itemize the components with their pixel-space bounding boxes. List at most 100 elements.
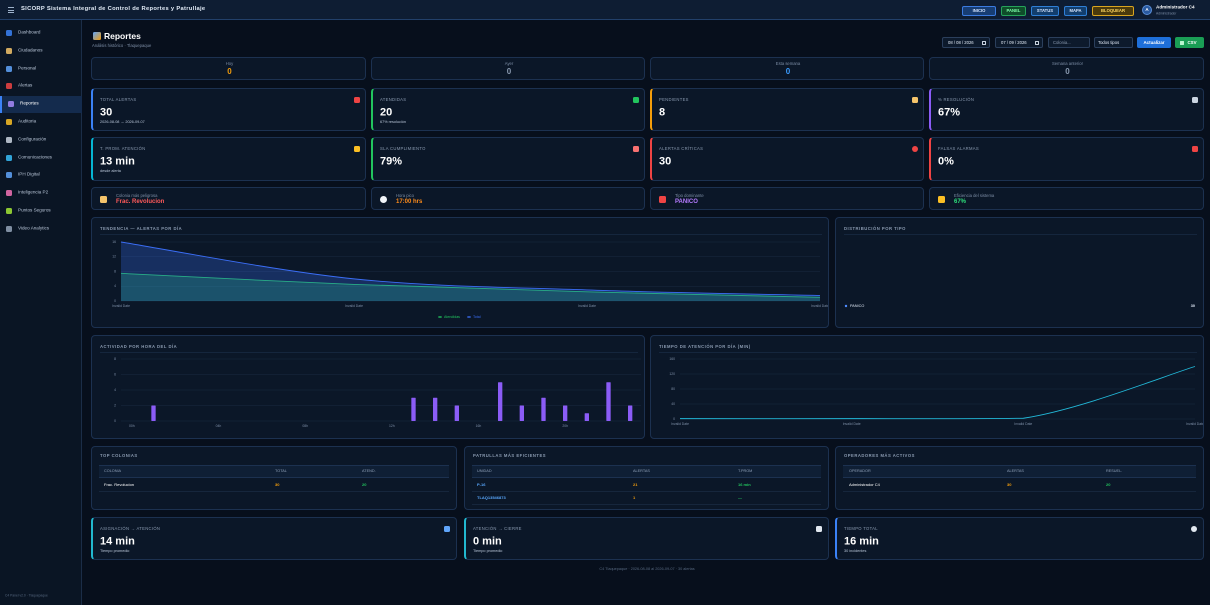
chart-canvas: 0 40 80 120 160 Invalid Date Invalid Date Inval… xyxy=(669,357,1203,426)
sidebar-label[interactable]: Configuración xyxy=(18,136,47,142)
table-cell: 1 xyxy=(633,495,636,500)
period-card: Semana anterior 0 xyxy=(929,57,1204,80)
kpi-card: ALERTAS CRÍTICAS 30 xyxy=(650,137,924,181)
nav-button[interactable]: MAPA xyxy=(1064,6,1087,16)
sidebar-item[interactable]: Configuración xyxy=(0,131,82,148)
nav-button[interactable]: INICIO xyxy=(962,6,996,16)
date-from-input[interactable]: 08 / 08 / 2026 xyxy=(942,37,990,48)
nav-button-label[interactable]: STATUS xyxy=(1036,8,1054,14)
table-row-rule xyxy=(843,491,1196,492)
sidebar-item[interactable]: Comunicaciones xyxy=(0,149,82,166)
sidebar-label[interactable]: Video Analytics xyxy=(18,225,50,231)
x-tick-label: 20h xyxy=(562,424,568,428)
sidebar-label[interactable]: Personal xyxy=(18,65,37,71)
kpi-icon xyxy=(912,97,918,103)
kpi-icon xyxy=(354,97,360,103)
nav-button-label[interactable]: PANEL xyxy=(1006,8,1021,14)
legend-value: 30 xyxy=(1191,304,1195,308)
table-card: TOP COLONIAS COLONIA TOTAL ATEND. Frac. Revo… xyxy=(91,446,457,510)
sidebar-item[interactable]: Auditoria xyxy=(0,114,82,131)
y-tick-label: 80 xyxy=(671,387,675,391)
kpi-icon xyxy=(1192,97,1198,103)
y-tick-label: 160 xyxy=(669,357,675,361)
colonia-input[interactable]: Colonia... xyxy=(1048,37,1090,48)
sidebar-item[interactable]: IPH Digital xyxy=(0,167,82,184)
app-title: SICORP Sistema Integral de Control de Re… xyxy=(21,6,206,13)
sidebar-item[interactable]: Video Analytics xyxy=(0,220,82,237)
legend-dot xyxy=(439,316,441,318)
chart-card: TENDENCIA — ALERTAS POR DÍA 0 4 8 12 16 Invali… xyxy=(91,217,829,328)
sidebar-item[interactable]: Dashboard xyxy=(0,25,82,42)
page-title-icon xyxy=(93,32,101,40)
period-value: 0 xyxy=(785,67,791,76)
kpi-card: SLA CUMPLIMIENTO 79% xyxy=(371,137,645,181)
page-title: Reportes xyxy=(104,30,141,41)
time-card: TIEMPO TOTAL 16 min 30 incidentes xyxy=(835,517,1204,560)
sidebar-item[interactable]: Puntos Seguros xyxy=(0,203,82,220)
type-select-value[interactable]: Todos tipos xyxy=(1098,39,1120,45)
sidebar-label[interactable]: Dashboard xyxy=(18,29,41,35)
highlight-card: Eficiencia del sistema 67% xyxy=(929,187,1204,210)
date-to-value[interactable]: 07 / 09 / 2026 xyxy=(1001,39,1027,45)
highlight-icon xyxy=(100,196,107,203)
highlight-value: 67% xyxy=(954,199,967,205)
nav-button-label[interactable]: MAPA xyxy=(1069,8,1082,14)
nav-button-label[interactable]: INICIO xyxy=(972,8,986,14)
kpi-icon xyxy=(633,146,639,152)
table-title: OPERADORES MÁS ACTIVOS xyxy=(844,452,915,458)
kpi-value: 20 xyxy=(380,106,393,119)
sidebar-icon xyxy=(6,30,12,36)
nav-button[interactable]: STATUS xyxy=(1031,6,1059,16)
chart-canvas: 0 2 4 6 8 00h 04h 08h 12h 16h 20h xyxy=(114,357,641,428)
refresh-button[interactable]: Actualizar xyxy=(1137,37,1171,48)
x-tick-label: Invalid Date xyxy=(1186,422,1203,426)
nav-button[interactable]: PANEL xyxy=(1001,6,1026,16)
bar xyxy=(628,405,633,421)
date-to-input[interactable]: 07 / 09 / 2026 xyxy=(995,37,1043,48)
highlight-label: Tipo dominante xyxy=(675,192,704,198)
calendar-icon xyxy=(982,41,986,45)
sidebar-label[interactable]: Puntos Seguros xyxy=(18,207,51,213)
table-row-rule xyxy=(472,504,821,505)
chart-title-rule xyxy=(659,352,1197,353)
bar xyxy=(584,413,589,421)
chart-title: ACTIVIDAD POR HORA DEL DÍA xyxy=(100,343,178,349)
sidebar-icon xyxy=(8,101,14,108)
sidebar-item[interactable]: Ciudadanos xyxy=(0,42,82,59)
sidebar-label[interactable]: Comunicaciones xyxy=(18,154,52,160)
table-title: TOP COLONIAS xyxy=(100,452,138,458)
x-tick-label: 16h xyxy=(476,424,482,428)
colonia-placeholder[interactable]: Colonia... xyxy=(1053,39,1071,45)
nav-button-label[interactable]: BLOQUEAR xyxy=(1101,8,1125,14)
refresh-label[interactable]: Actualizar xyxy=(1143,39,1165,45)
csv-label[interactable]: CSV xyxy=(1187,39,1197,45)
nav-button[interactable]: BLOQUEAR xyxy=(1092,6,1134,16)
sidebar-item[interactable]: Personal xyxy=(0,60,82,77)
table-title: PATRULLAS MÁS EFICIENTES xyxy=(473,452,547,458)
sidebar-item[interactable]: Reportes xyxy=(0,95,82,113)
y-tick-label: 120 xyxy=(669,372,675,376)
sidebar-item[interactable]: Inteligencia P2 xyxy=(0,185,82,202)
sidebar-label[interactable]: IPH Digital xyxy=(18,172,40,178)
sidebar-label[interactable]: Inteligencia P2 xyxy=(18,189,49,195)
table-header-row xyxy=(843,465,1196,478)
table-cell: 30 xyxy=(275,482,280,487)
time-label: ATENCIÓN → CIERRE xyxy=(473,525,522,531)
sidebar-label[interactable]: Ciudadanos xyxy=(18,47,43,53)
sidebar-label[interactable]: Auditoria xyxy=(18,118,37,124)
user-avatar[interactable]: A xyxy=(1142,5,1152,15)
sidebar-item[interactable]: Alertas xyxy=(0,78,82,95)
sidebar-label[interactable]: Reportes xyxy=(20,100,39,106)
kpi-label: T. PROM. ATENCIÓN xyxy=(100,145,146,151)
type-select[interactable]: Todos tipos xyxy=(1094,37,1133,48)
date-from-value[interactable]: 08 / 08 / 2026 xyxy=(948,39,974,45)
sidebar-label[interactable]: Alertas xyxy=(18,83,33,89)
sidebar-footer: C4 Panel v2.0 · Tlaquepaque xyxy=(5,593,48,598)
csv-button[interactable]: CSV xyxy=(1175,37,1204,48)
x-tick-label: 00h xyxy=(129,424,135,428)
highlight-icon xyxy=(380,196,387,203)
table-header-cell: T.PROM xyxy=(738,468,753,473)
sidebar-icon xyxy=(6,154,12,161)
kpi-note: desde alerta xyxy=(100,168,121,173)
